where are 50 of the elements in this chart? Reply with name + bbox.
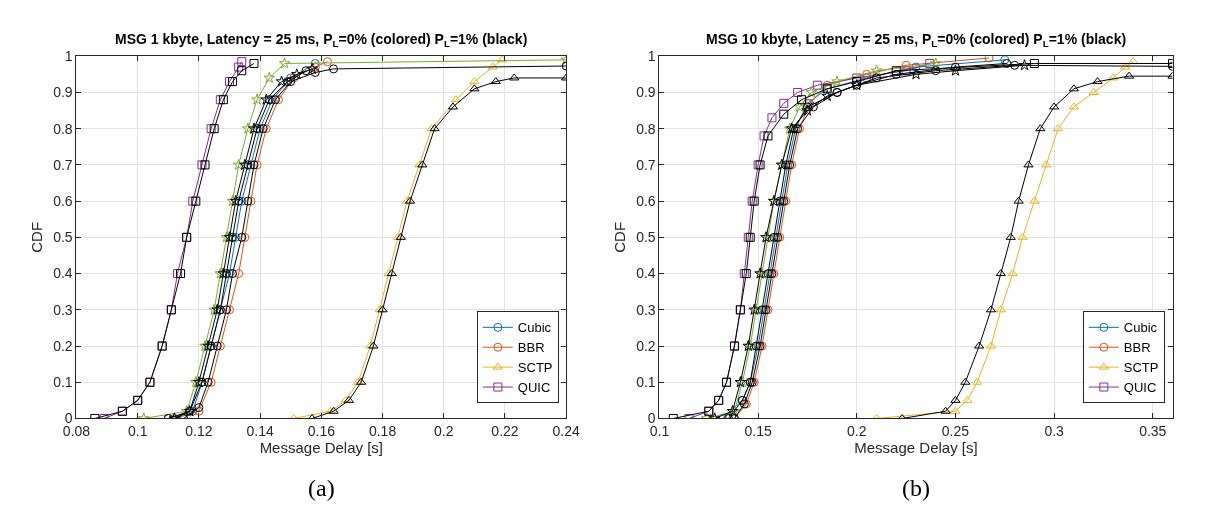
legend-label: Cubic xyxy=(1123,320,1158,336)
y-tick-label: 0.5 xyxy=(636,229,656,246)
y-tick-label: 1 xyxy=(64,48,73,65)
x-tick-label: 0.3 xyxy=(1044,423,1065,440)
x-tick-label: 0.35 xyxy=(1139,423,1167,440)
x-tick-label: 0.16 xyxy=(307,423,336,440)
x-tick-label: 0.24 xyxy=(552,423,581,440)
x-axis-title: Message Delay [s] xyxy=(854,439,978,457)
y-tick-label: 0.3 xyxy=(53,301,73,318)
y-tick-label: 0.9 xyxy=(636,84,656,101)
legend-label: QUIC xyxy=(1123,380,1157,396)
y-tick-label: 0.2 xyxy=(636,337,656,354)
text: (a) xyxy=(308,475,335,501)
y-tick-label: 0.6 xyxy=(53,193,73,210)
y-tick-label: 0.6 xyxy=(636,193,656,210)
x-tick-label: 0.2 xyxy=(847,423,867,440)
y-tick-label: 0.7 xyxy=(636,156,656,173)
y-tick-label: 0.5 xyxy=(53,229,73,246)
x-tick-label: 0.25 xyxy=(941,423,970,440)
x-tick-label: 0.1 xyxy=(127,423,148,440)
chart-title: MSG 10 kbyte, Latency = 25 ms, P$_{L}$=0% (colored) P$_{L}$=1% (black) xyxy=(706,31,1127,49)
legend-label: BBR xyxy=(1123,340,1151,356)
y-tick-label: 0.4 xyxy=(53,265,73,282)
y-tick-label: 0 xyxy=(647,410,656,427)
x-tick-label: 0.15 xyxy=(744,423,772,440)
legend-label: BBR xyxy=(517,340,545,356)
x-tick-label: 0.18 xyxy=(368,423,397,440)
y-tick-label: 0.8 xyxy=(636,120,656,137)
legend-label: QUIC xyxy=(517,380,551,396)
y-tick-label: 0.4 xyxy=(636,265,656,282)
y-axis-title: CDF xyxy=(28,221,46,253)
legend-label: Cubic xyxy=(517,320,552,336)
y-tick-label: 0.1 xyxy=(636,374,656,391)
y-tick-label: 0.9 xyxy=(53,84,73,101)
y-tick-label: 1 xyxy=(647,48,656,65)
x-tick-label: 0.14 xyxy=(246,423,274,440)
x-tick-label: 0.2 xyxy=(434,423,454,440)
y-tick-label: 0.3 xyxy=(636,301,656,318)
x-tick-label: 0.22 xyxy=(491,423,519,440)
x-axis-title: Message Delay [s] xyxy=(259,439,384,457)
chart-title: MSG 1 kbyte, Latency = 25 ms, P$_{L}$=0% (colored) P$_{L}$=1% (black) xyxy=(115,31,528,49)
y-tick-label: 0.2 xyxy=(53,337,73,354)
legend-label: SCTP xyxy=(1123,360,1159,376)
x-tick-label: 0.12 xyxy=(185,423,213,440)
y-axis-title: CDF xyxy=(611,221,629,253)
y-tick-label: 0.8 xyxy=(53,120,73,137)
y-tick-label: 0.7 xyxy=(53,156,73,173)
y-tick-label: 0.1 xyxy=(53,374,73,391)
legend-label: SCTP xyxy=(517,360,553,376)
text: (b) xyxy=(902,475,930,501)
